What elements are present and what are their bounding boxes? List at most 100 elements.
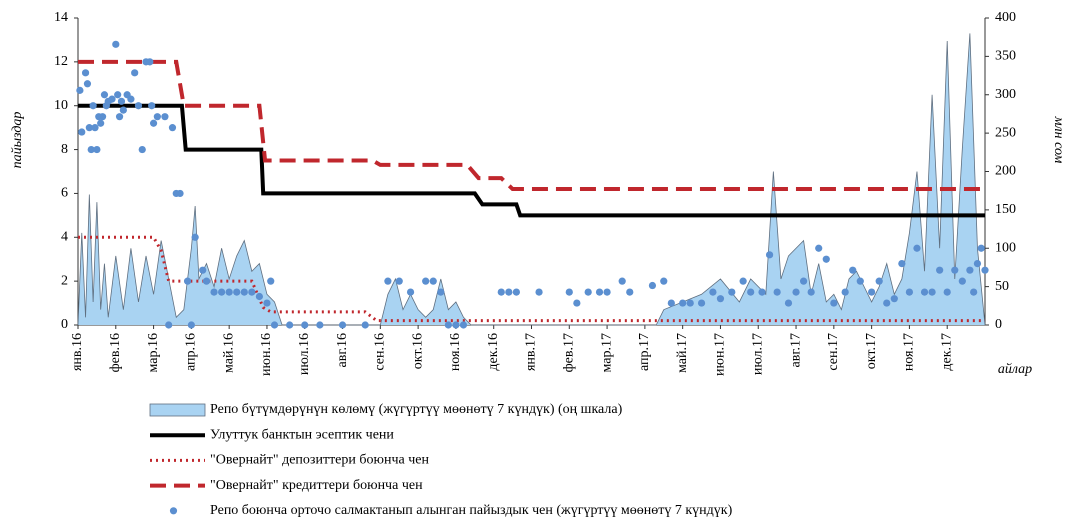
point — [87, 145, 95, 154]
y-tick-label: 12 — [54, 54, 68, 69]
point — [497, 288, 505, 296]
point — [267, 277, 275, 285]
point — [395, 277, 403, 285]
point — [225, 288, 233, 296]
x-tick-label: июл.17 — [750, 333, 765, 375]
point — [667, 299, 675, 307]
point — [176, 189, 184, 198]
x-tick-label: мар.16 — [146, 333, 161, 372]
x-tick-label: июн.16 — [259, 333, 274, 376]
point — [535, 288, 543, 296]
point — [973, 260, 982, 268]
point — [883, 299, 891, 307]
point — [565, 288, 573, 296]
point — [97, 119, 105, 127]
y2-tick-label: 250 — [995, 125, 1016, 140]
point — [505, 288, 513, 296]
point — [233, 288, 241, 296]
y-tick-label: 2 — [61, 273, 68, 288]
point — [76, 86, 84, 94]
y2-tick-label: 100 — [995, 240, 1016, 255]
x-tick-label: май.16 — [221, 333, 236, 373]
point — [149, 119, 158, 127]
y2-axis-label: млн сом — [1051, 116, 1066, 164]
point — [648, 281, 657, 290]
point — [928, 288, 936, 296]
point — [459, 321, 468, 329]
point — [117, 97, 126, 105]
point — [970, 288, 978, 296]
point — [913, 244, 921, 252]
x-tick-label: мар.17 — [599, 333, 614, 372]
x-tick-label: апр.17 — [637, 333, 652, 371]
legend-label: "Овернайт" депозиттери боюнча чен — [210, 453, 429, 468]
point — [697, 299, 706, 307]
y2-tick-label: 350 — [995, 49, 1016, 64]
point — [856, 277, 864, 285]
legend-label: Репо бүтүмдөрүнүн көлөмү (жүгүртүү мөөнө… — [210, 402, 623, 417]
legend-label: Репо боюнча орточо салмактанып алынган п… — [210, 503, 733, 518]
point — [240, 288, 248, 296]
point — [626, 288, 634, 296]
point — [422, 277, 430, 285]
point — [131, 69, 139, 77]
point — [85, 124, 93, 132]
x-tick-label: дек.16 — [486, 333, 501, 371]
x-tick-label: апр.16 — [184, 333, 199, 371]
point — [134, 102, 143, 110]
y2-tick-label: 400 — [995, 10, 1016, 25]
x-axis-label: айлар — [998, 362, 1032, 377]
y2-tick-label: 200 — [995, 164, 1016, 179]
point — [301, 321, 309, 329]
point — [153, 113, 161, 121]
point — [218, 288, 226, 296]
point — [112, 40, 120, 48]
point — [849, 266, 857, 274]
y-tick-label: 6 — [61, 186, 68, 201]
point — [830, 299, 838, 307]
point — [115, 113, 124, 121]
point — [316, 321, 324, 329]
x-tick-label: фев.16 — [108, 333, 123, 372]
point — [148, 102, 156, 110]
point — [248, 288, 256, 296]
point — [875, 277, 883, 285]
x-tick-label: июн.17 — [713, 333, 728, 376]
point — [920, 288, 929, 296]
x-tick-label: май.17 — [675, 333, 690, 373]
x-tick-label: окт.17 — [864, 333, 879, 369]
x-tick-label: июл.16 — [297, 333, 312, 375]
point — [686, 299, 694, 307]
x-tick-label: авг.16 — [335, 333, 350, 368]
point — [384, 277, 392, 285]
y-axis-label: пайыздар — [10, 112, 25, 169]
legend-label: Улуттук банктын эсептик чени — [210, 427, 394, 442]
point — [138, 145, 146, 154]
point — [98, 113, 107, 121]
point — [728, 288, 736, 296]
point — [429, 277, 437, 285]
y2-tick-label: 50 — [995, 279, 1009, 294]
point — [936, 266, 944, 274]
point — [187, 321, 195, 329]
point — [444, 321, 452, 329]
point — [747, 288, 755, 296]
y-tick-label: 14 — [54, 10, 68, 25]
y-tick-label: 4 — [61, 230, 68, 245]
point — [679, 299, 687, 307]
point — [512, 288, 520, 296]
legend-swatch — [149, 403, 206, 417]
point — [270, 321, 279, 329]
point — [406, 288, 415, 296]
point — [168, 124, 177, 132]
point — [584, 288, 592, 296]
y2-tick-label: 150 — [995, 202, 1016, 217]
point — [452, 321, 460, 329]
point — [981, 266, 989, 274]
x-tick-label: ноя.16 — [448, 333, 463, 371]
point — [161, 113, 169, 121]
point — [977, 244, 985, 252]
point — [807, 288, 815, 296]
point — [89, 102, 97, 110]
point — [286, 321, 294, 329]
